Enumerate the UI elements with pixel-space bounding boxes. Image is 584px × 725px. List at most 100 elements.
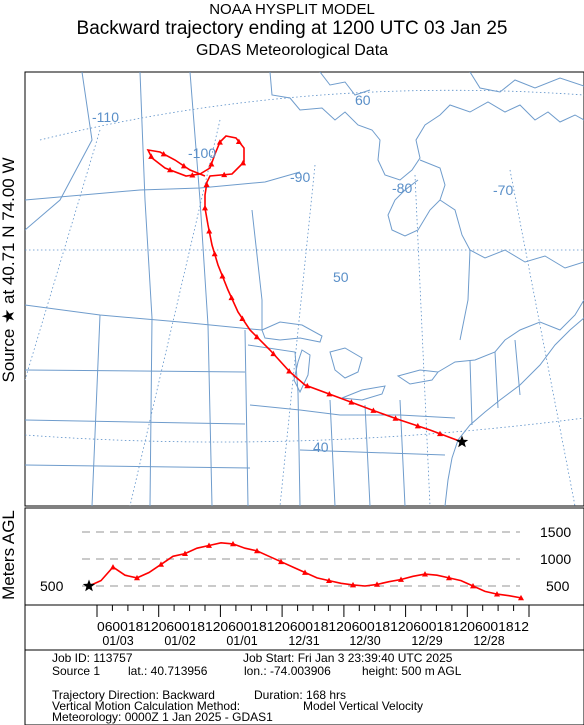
us-canada-border-west <box>25 304 263 331</box>
trajectory-marker <box>167 166 174 173</box>
manitoba-ontario-border <box>251 209 263 330</box>
height-marker <box>470 583 476 589</box>
time-tick-marks <box>96 605 530 617</box>
height-marker <box>446 574 452 581</box>
parallel-40-line <box>25 417 584 443</box>
height-marker <box>230 540 236 547</box>
meridian-80-line <box>414 174 431 506</box>
trajectory-marker <box>202 204 208 211</box>
job-id: Job ID: 113757 <box>52 651 133 665</box>
trajectory-marker <box>239 315 246 321</box>
meridian-label-110: -110 <box>92 109 119 125</box>
height-marker <box>494 591 500 597</box>
height-marker <box>110 564 116 570</box>
arctic-islands <box>319 72 371 96</box>
ontario-quebec-border <box>459 249 471 341</box>
trajectory-marker <box>240 159 247 166</box>
trajectory-marker <box>206 228 213 234</box>
trajectory-direction: Trajectory Direction: Backward <box>52 688 215 702</box>
height-marker <box>326 577 332 583</box>
time-axis-frame <box>24 604 584 651</box>
trajectory-title: Backward trajectory ending at 1200 UTC 0… <box>76 18 508 39</box>
source-star-icon <box>455 435 469 448</box>
date-label-1228: 12/28 <box>473 634 504 648</box>
source-lon: lon.: -74.003906 <box>244 664 331 678</box>
height-marker <box>254 547 260 554</box>
territories-border <box>25 171 301 201</box>
trajectory-marker <box>253 333 260 340</box>
map-frame <box>24 71 584 507</box>
trajectory-marker <box>270 350 277 357</box>
trajectory-marker <box>148 153 155 159</box>
date-label-0102: 01/02 <box>164 634 195 648</box>
lake-michigan <box>293 349 311 394</box>
baffin-coast <box>469 72 584 93</box>
trajectory-marker <box>370 407 377 413</box>
height-marker <box>518 594 524 601</box>
trajectory-markers <box>148 138 443 437</box>
alberta-saskatchewan-border <box>139 72 153 319</box>
atlantic-coast <box>444 317 584 506</box>
height-marker <box>398 576 404 582</box>
meridian-label-80: -80 <box>392 180 412 196</box>
geography <box>25 72 584 506</box>
trajectory-marker <box>216 139 223 145</box>
vertical-method-label: Vertical Motion Calculation Method: <box>52 699 241 713</box>
us-canada-border-east <box>437 299 584 373</box>
date-label-0103: 01/03 <box>102 634 133 648</box>
us-state-borders-east <box>247 344 406 506</box>
trajectory-marker <box>208 161 215 167</box>
height-marker <box>206 542 212 548</box>
date-label-1229: 12/29 <box>411 634 442 648</box>
vertical-gridlines <box>82 531 520 587</box>
meteorology: Meteorology: 0000Z 1 Jan 2025 - GDAS1 <box>52 710 273 724</box>
new-england-borders <box>469 339 521 426</box>
vertical-panel-frame <box>24 507 584 606</box>
trajectory-marker <box>228 294 235 301</box>
trajectory-marker <box>211 250 218 257</box>
source-number: Source 1 <box>52 664 101 678</box>
parallel-label-50: 50 <box>333 269 349 285</box>
trajectory-line <box>146 135 463 443</box>
profile-source-star-icon <box>82 579 96 592</box>
parallel-label-40: 40 <box>313 439 329 455</box>
data-source-title: GDAS Meteorological Data <box>195 42 389 59</box>
right-tick-1500: 1500 <box>540 524 571 540</box>
height-marker <box>374 581 380 587</box>
us-state-borders-ns <box>91 314 249 506</box>
right-tick-1000: 1000 <box>540 551 571 567</box>
saskatchewan-manitoba-border <box>189 72 209 326</box>
meridian-label-100: -100 <box>188 145 216 161</box>
trajectory-marker <box>286 368 293 374</box>
trajectory-marker <box>392 415 399 421</box>
height-marker <box>158 561 164 567</box>
height-marker <box>350 581 356 588</box>
trajectory-marker <box>160 150 167 157</box>
trajectory-marker <box>221 171 228 178</box>
date-label-1231: 12/31 <box>288 634 319 648</box>
height-marker <box>182 550 188 556</box>
trajectory-marker <box>180 162 187 169</box>
trajectory-marker <box>219 273 226 279</box>
trajectory-marker <box>348 399 355 405</box>
trajectory-marker <box>436 430 443 437</box>
height-marker <box>302 569 308 575</box>
trajectory-marker <box>189 172 196 178</box>
height-profile-markers <box>110 540 524 601</box>
duration: Duration: 168 hrs <box>254 688 347 702</box>
us-state-borders-east-ew <box>249 404 456 456</box>
job-start: Job Start: Fri Jan 3 23:39:40 UTC 2025 <box>243 651 453 665</box>
trajectory-marker <box>414 422 421 429</box>
trajectory-marker <box>235 138 242 144</box>
us-state-borders-ew <box>25 369 251 469</box>
height-marker <box>278 558 284 565</box>
model-title: NOAA HYSPLIT MODEL <box>209 1 375 18</box>
lake-huron <box>329 347 363 379</box>
footer-frame <box>24 649 584 725</box>
vertical-method-value: Model Vertical Velocity <box>303 699 424 713</box>
trajectory-marker <box>326 391 333 397</box>
meridian-90-line <box>279 164 316 506</box>
height-marker <box>134 574 140 581</box>
source-height: height: 500 m AGL <box>362 664 462 678</box>
